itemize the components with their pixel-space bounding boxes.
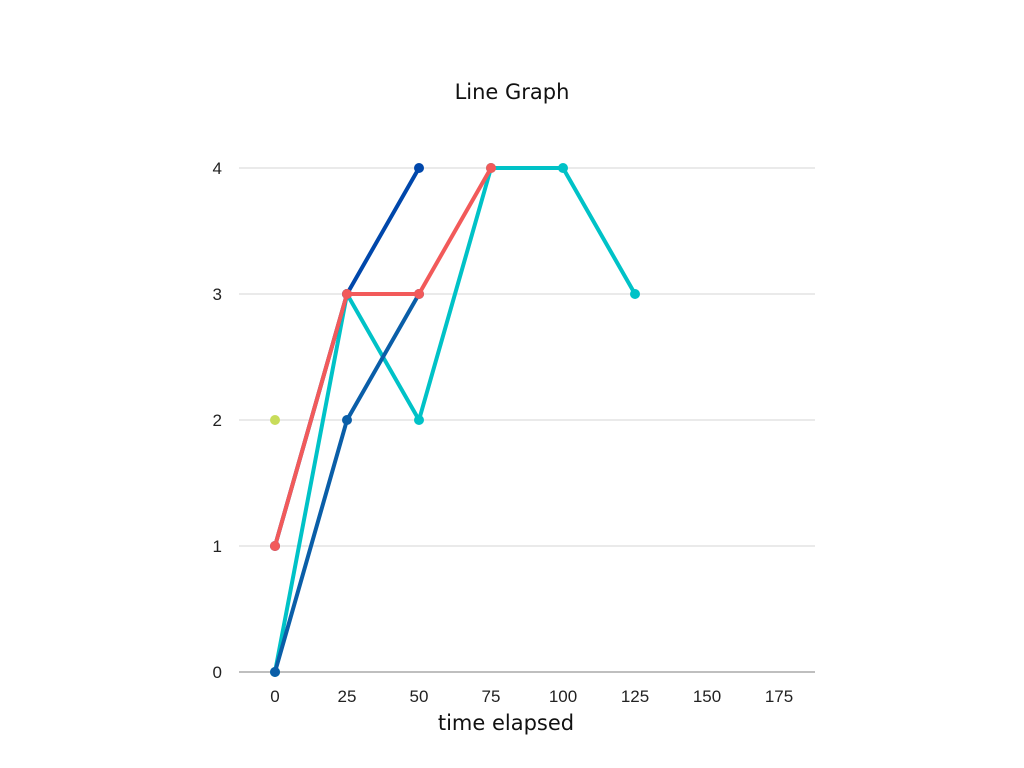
x-tick-100: 100 (549, 687, 577, 706)
y-tick-3: 3 (213, 285, 222, 304)
x-tick-175: 175 (765, 687, 793, 706)
series-5 (270, 163, 496, 551)
series-group (270, 163, 640, 677)
x-tick-50: 50 (410, 687, 429, 706)
series-5-point-4 (486, 163, 496, 173)
series-2-point-5 (558, 163, 568, 173)
series-5-line (273, 166, 493, 548)
y-axis-ticks: 0 1 2 3 4 (213, 159, 222, 682)
y-tick-0: 0 (213, 663, 222, 682)
series-3-point-1 (270, 667, 280, 677)
series-2-point-6 (630, 289, 640, 299)
series-4 (270, 163, 424, 551)
chart-title: Line Graph (455, 80, 570, 104)
series-5-point-2 (342, 289, 352, 299)
series-1-point-1 (270, 415, 280, 425)
series-5-point-1 (270, 541, 280, 551)
x-axis-label: time elapsed (438, 711, 574, 735)
x-tick-0: 0 (270, 687, 279, 706)
series-3-point-2 (342, 415, 352, 425)
x-tick-75: 75 (482, 687, 501, 706)
series-2-line (273, 166, 637, 674)
series-4-point-3 (414, 163, 424, 173)
x-tick-125: 125 (621, 687, 649, 706)
y-tick-2: 2 (213, 411, 222, 430)
y-tick-4: 4 (213, 159, 222, 178)
x-tick-25: 25 (338, 687, 357, 706)
series-3-line (273, 292, 421, 674)
y-tick-1: 1 (213, 537, 222, 556)
series-1 (270, 415, 280, 425)
series-2-point-3 (414, 415, 424, 425)
gridlines (239, 167, 815, 673)
series-4-line (273, 166, 421, 548)
series-5-point-3 (414, 289, 424, 299)
x-axis-ticks: 0 25 50 75 100 125 150 175 (270, 687, 793, 706)
x-tick-150: 150 (693, 687, 721, 706)
